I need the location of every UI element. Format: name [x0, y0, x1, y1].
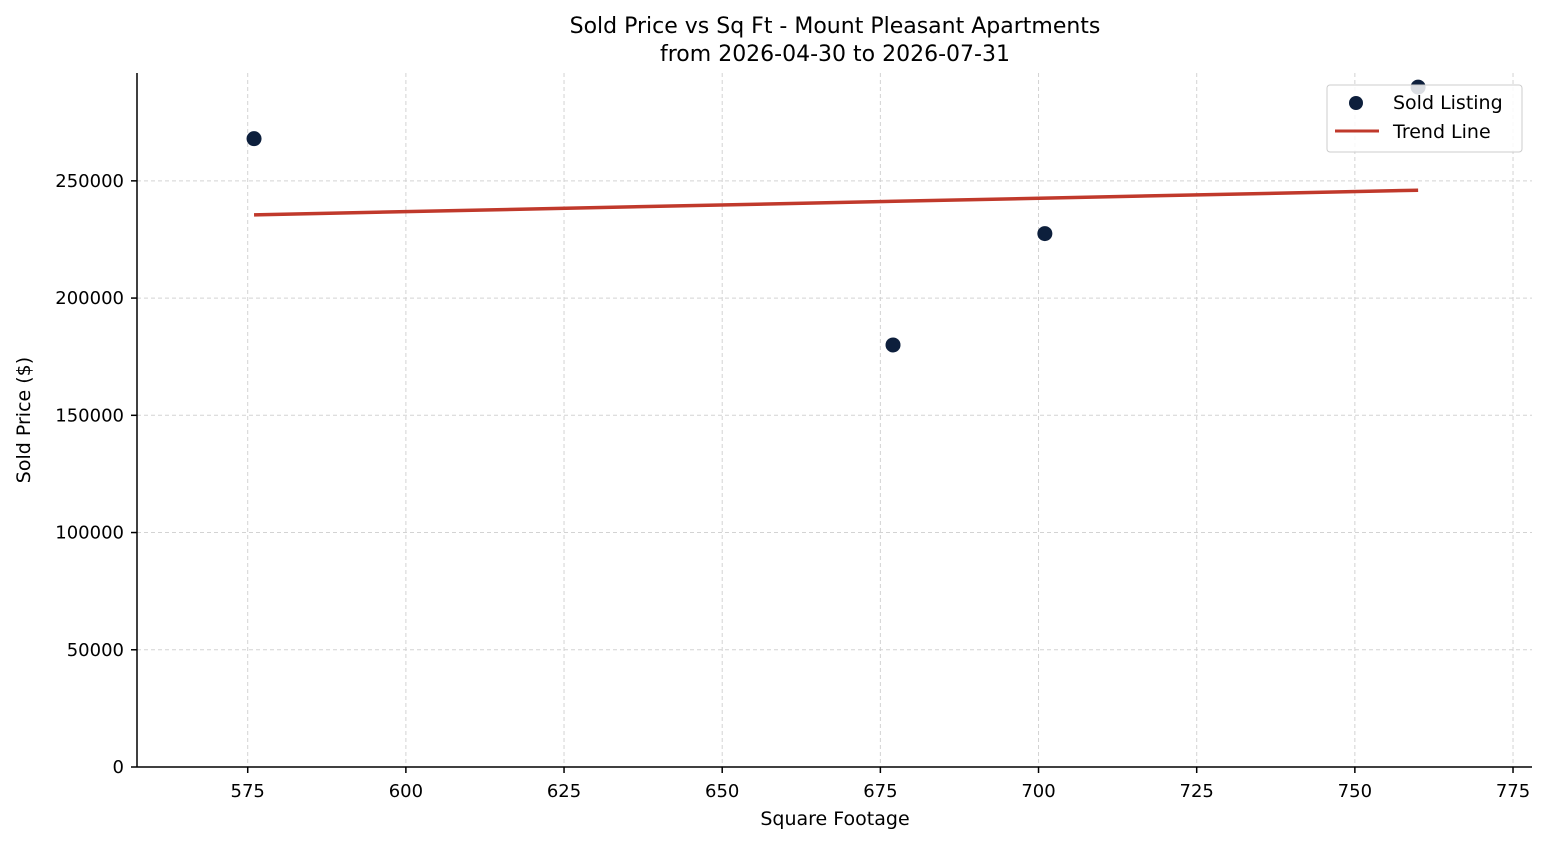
- x-tick-label: 775: [1496, 781, 1530, 802]
- x-axis-ticks: 575 600 625 650 675 700 725 750 775: [231, 767, 1530, 802]
- grid: [137, 73, 1532, 767]
- x-tick-label: 675: [863, 781, 897, 802]
- y-axis-ticks: 0 50000 100000 150000 200000 250000: [55, 171, 137, 778]
- y-tick-label: 200000: [55, 288, 124, 309]
- x-tick-label: 700: [1021, 781, 1055, 802]
- y-tick-label: 250000: [55, 171, 124, 192]
- trend-line: [254, 188, 1419, 217]
- data-point: [1037, 226, 1053, 242]
- y-tick-label: 150000: [55, 405, 124, 426]
- data-point: [246, 131, 262, 147]
- x-axis-label: Square Footage: [760, 808, 909, 830]
- chart-title: Sold Price vs Sq Ft - Mount Pleasant Apa…: [570, 14, 1101, 39]
- x-tick-label: 750: [1338, 781, 1372, 802]
- x-tick-label: 725: [1180, 781, 1214, 802]
- legend: Sold Listing Trend Line: [1326, 84, 1523, 153]
- y-axis-label: Sold Price ($): [13, 357, 35, 483]
- legend-marker-sold-listing: [1349, 96, 1363, 110]
- data-point: [885, 337, 901, 353]
- chart-subtitle: from 2026-04-30 to 2026-07-31: [660, 42, 1010, 67]
- y-tick-label: 50000: [67, 640, 124, 661]
- x-tick-label: 575: [231, 781, 265, 802]
- x-tick-label: 600: [389, 781, 423, 802]
- trend-line-layer: [254, 188, 1419, 217]
- legend-label-trend-line: Trend Line: [1392, 121, 1491, 143]
- y-tick-label: 100000: [55, 523, 124, 544]
- x-tick-label: 625: [547, 781, 581, 802]
- scatter-points: [246, 79, 1426, 353]
- y-tick-label: 0: [113, 757, 124, 778]
- x-tick-label: 650: [705, 781, 739, 802]
- legend-label-sold-listing: Sold Listing: [1393, 92, 1503, 114]
- legend-frame: [1326, 84, 1523, 153]
